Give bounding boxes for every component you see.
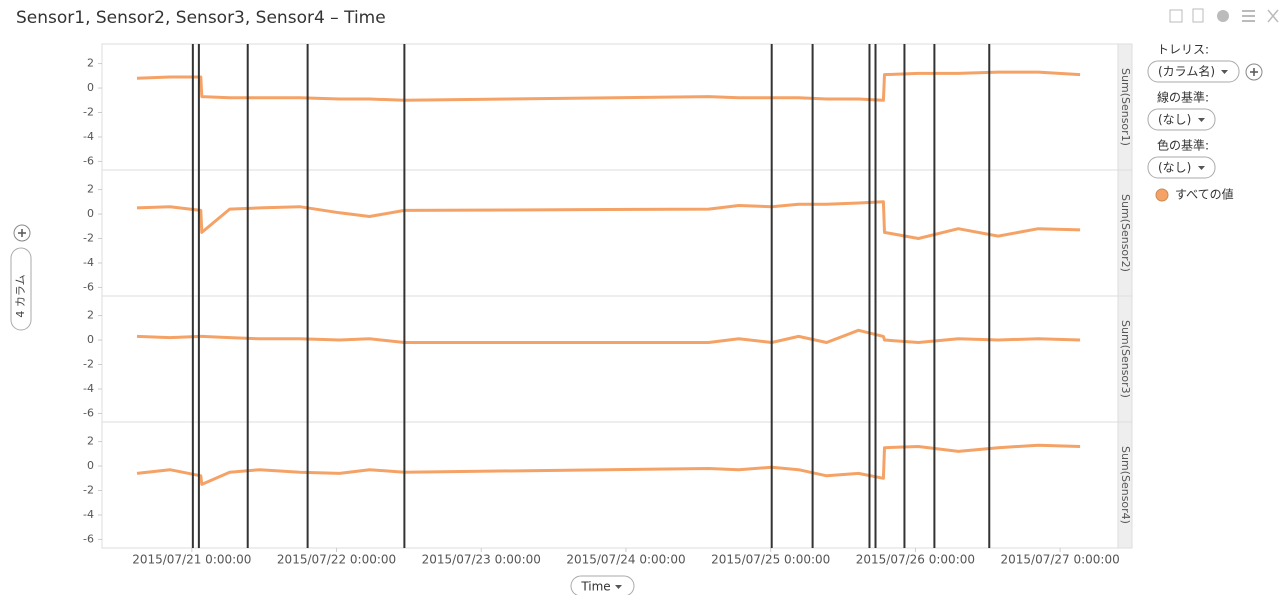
- y-tick-label: 0: [87, 207, 94, 220]
- dropdown-arrow: [615, 585, 622, 589]
- x-tick-label: 2015/07/21 0:00:00: [132, 553, 251, 567]
- dropdown-arrow: [1221, 70, 1228, 74]
- x-tick-label: 2015/07/22 0:00:00: [277, 553, 396, 567]
- y-tick-label: 2: [87, 435, 94, 448]
- y-tick-label: -2: [83, 484, 94, 497]
- y-tick-label: 0: [87, 81, 94, 94]
- list-icon[interactable]: [1242, 15, 1255, 17]
- side-panel: トレリス: (カラム名) 線の基準: (なし) 色の基準: (なし) すべての値: [1147, 43, 1263, 202]
- chart-title: Sensor1, Sensor2, Sensor3, Sensor4 – Tim…: [16, 8, 386, 28]
- y-tick-label: -4: [83, 130, 94, 143]
- panel-strip: [1117, 421, 1133, 549]
- columns-button[interactable]: 4 カラム: [10, 224, 32, 331]
- x-axis-label: Time: [580, 580, 610, 594]
- trellis-value: (カラム名): [1158, 64, 1215, 79]
- panel-frame: [101, 43, 1119, 171]
- series-line: [136, 200, 1081, 240]
- x-tick-label: 2015/07/25 0:00:00: [711, 553, 830, 567]
- color-by-value: (なし): [1158, 161, 1191, 175]
- y-tick-label: 2: [87, 309, 94, 322]
- y-tick-label: -6: [83, 280, 94, 293]
- color-by-label: 色の基準:: [1157, 138, 1209, 153]
- panel-frame: [101, 169, 1119, 297]
- panel-label: Sum(Sensor3): [1119, 320, 1132, 398]
- x-tick-label: 2015/07/27 0:00:00: [1000, 553, 1119, 567]
- list-icon[interactable]: [1242, 20, 1255, 22]
- line-by-value: (なし): [1158, 113, 1191, 127]
- y-tick-label: 2: [87, 183, 94, 196]
- series-line: [136, 70, 1081, 102]
- series-line: [136, 328, 1081, 344]
- settings-icon[interactable]: [1217, 10, 1229, 22]
- time-button[interactable]: Time: [570, 575, 635, 597]
- legend-entry: すべての値: [1175, 187, 1234, 202]
- line-by-label: 線の基準:: [1157, 90, 1209, 105]
- y-tick-label: -4: [83, 256, 94, 269]
- legend-swatch: [1155, 188, 1169, 202]
- plot-area: Sum(Sensor1) 2 0 -2 -4 -6 Sum(Sensor2) 2 0 -2 -4 -6…: [83, 43, 1133, 567]
- color-by-dropdown[interactable]: [1147, 156, 1216, 179]
- plus-icon: [18, 229, 26, 237]
- y-tick-label: 0: [87, 459, 94, 472]
- close-icon[interactable]: [1267, 9, 1279, 23]
- y-tick-label: -4: [83, 508, 94, 521]
- columns-label: 4 カラム: [14, 274, 27, 317]
- panel-label: Sum(Sensor4): [1119, 446, 1132, 524]
- panel-frame: [101, 295, 1119, 423]
- panel-label: Sum(Sensor2): [1119, 194, 1132, 272]
- y-tick-label: 0: [87, 333, 94, 346]
- y-tick-label: -6: [83, 154, 94, 167]
- trellis-label: トレリス:: [1157, 43, 1209, 57]
- toolbar[interactable]: [1169, 8, 1279, 23]
- columns-pill[interactable]: [10, 247, 32, 331]
- x-tick-label: 2015/07/24 0:00:00: [566, 553, 685, 567]
- panel-frame: [101, 421, 1119, 549]
- y-tick-label: -2: [83, 106, 94, 119]
- series-line: [136, 443, 1081, 486]
- plus-icon: [1250, 68, 1258, 76]
- trellis-dropdown[interactable]: [1147, 60, 1240, 83]
- expand-icon[interactable]: [1169, 9, 1183, 23]
- y-tick-label: -2: [83, 358, 94, 371]
- x-tick-label: 2015/07/23 0:00:00: [422, 553, 541, 567]
- x-tick-label: 2015/07/26 0:00:00: [856, 553, 975, 567]
- y-tick-label: 2: [87, 57, 94, 70]
- line-by-dropdown[interactable]: [1147, 108, 1216, 131]
- y-tick-label: -4: [83, 382, 94, 395]
- details-icon[interactable]: [1192, 8, 1204, 23]
- dropdown-arrow: [1198, 118, 1205, 122]
- y-tick-label: -6: [83, 532, 94, 545]
- y-tick-label: -2: [83, 232, 94, 245]
- y-tick-label: -6: [83, 406, 94, 419]
- dropdown-arrow: [1198, 166, 1205, 170]
- panel-label: Sum(Sensor1): [1119, 68, 1132, 146]
- list-icon[interactable]: [1242, 10, 1255, 12]
